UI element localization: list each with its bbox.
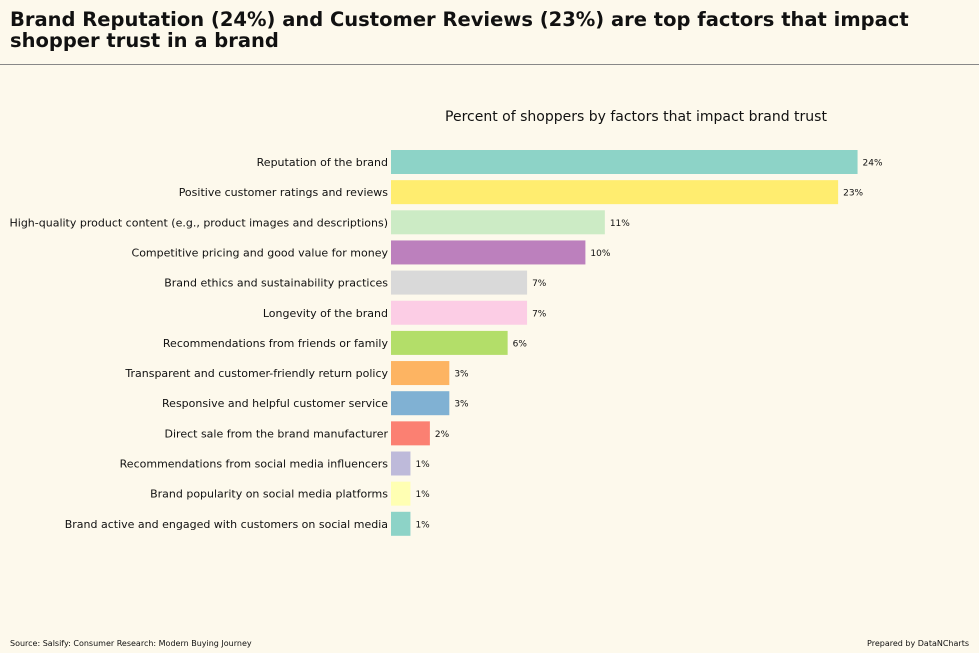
page-title: Brand Reputation (24%) and Customer Revi… xyxy=(10,8,909,52)
credit-note: Prepared by DataNCharts xyxy=(867,639,969,648)
data-label: 2% xyxy=(435,430,450,440)
data-label: 7% xyxy=(532,279,547,289)
category-label: Brand popularity on social media platfor… xyxy=(150,488,388,501)
category-label: Recommendations from friends or family xyxy=(163,337,389,350)
category-label: Brand ethics and sustainability practice… xyxy=(164,277,388,290)
bar xyxy=(391,451,411,476)
category-label: Longevity of the brand xyxy=(263,307,388,320)
category-label: Recommendations from social media influe… xyxy=(120,458,389,471)
data-label: 1% xyxy=(415,520,430,530)
category-label: High-quality product content (e.g., prod… xyxy=(10,216,389,229)
data-label: 6% xyxy=(513,339,528,349)
bar xyxy=(391,270,528,295)
bar xyxy=(391,330,508,355)
category-label: Competitive pricing and good value for m… xyxy=(132,246,389,259)
category-label: Reputation of the brand xyxy=(257,156,388,169)
bar xyxy=(391,210,605,235)
data-label: 3% xyxy=(454,400,469,410)
data-label: 24% xyxy=(863,159,883,169)
data-label: 1% xyxy=(415,460,430,470)
bar xyxy=(391,180,839,205)
bar xyxy=(391,481,411,506)
bar xyxy=(391,511,411,536)
data-label: 10% xyxy=(590,249,610,259)
data-label: 3% xyxy=(454,370,469,380)
bar xyxy=(391,391,450,416)
data-label: 23% xyxy=(843,189,863,199)
source-note: Source: Salsify: Consumer Research: Mode… xyxy=(10,639,252,648)
bar xyxy=(391,150,858,174)
data-label: 1% xyxy=(415,490,430,500)
bar xyxy=(391,300,528,325)
category-label: Transparent and customer-friendly return… xyxy=(124,367,388,380)
title-divider xyxy=(0,64,979,65)
bar xyxy=(391,421,430,446)
bar xyxy=(391,361,450,386)
data-label: 7% xyxy=(532,309,547,319)
chart-title: Percent of shoppers by factors that impa… xyxy=(445,109,827,125)
data-label: 11% xyxy=(610,219,630,229)
bar xyxy=(391,240,586,265)
category-label: Direct sale from the brand manufacturer xyxy=(165,427,389,440)
category-label: Brand active and engaged with customers … xyxy=(65,518,388,531)
category-label: Responsive and helpful customer service xyxy=(162,397,388,410)
category-label: Positive customer ratings and reviews xyxy=(179,186,389,199)
